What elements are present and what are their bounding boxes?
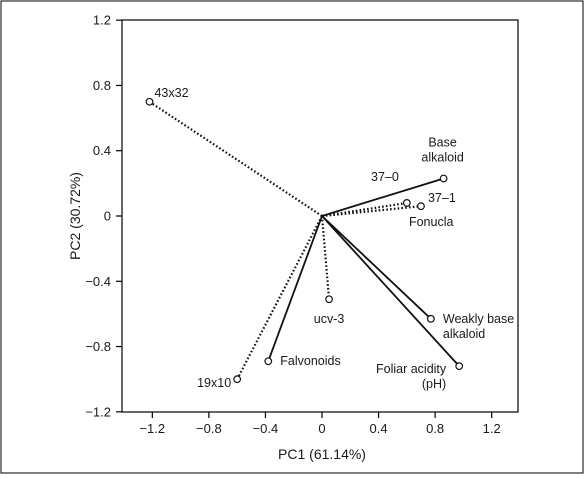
data-points [145, 97, 464, 384]
x-tick-label: −0.4 [253, 421, 279, 436]
y-axis-title: PC2 (30.72%) [67, 172, 83, 260]
y-tick-label: 0.8 [93, 78, 111, 93]
base-alkaloid-vector [321, 177, 444, 217]
43x32-point [145, 97, 154, 106]
x-tick-label: −1.2 [139, 421, 165, 436]
43x32-label: 43x32 [154, 86, 188, 100]
y-tick-label: 0.4 [93, 143, 111, 158]
19x10-point [233, 375, 242, 384]
loading-vectors [148, 100, 460, 380]
x-axis-ticks: −1.2 −0.8 −0.4 0 0.4 0.8 1.2 [139, 412, 501, 436]
foliar-acidity-ph-point [455, 362, 464, 371]
base-alkaloid-label: Base alkaloid [421, 135, 463, 164]
x-tick-label: 0 [318, 421, 325, 436]
x-tick-label: 1.2 [483, 421, 501, 436]
y-tick-label: −0.8 [85, 339, 111, 354]
ucv-3-vector [320, 215, 331, 300]
37-0-vector [321, 201, 408, 218]
fonucla-label: Fonucla [409, 215, 454, 229]
weakly-base-alkaloid-vector [321, 215, 432, 320]
y-tick-label: 0 [104, 209, 111, 224]
plot-area [121, 19, 519, 413]
weakly-base-alkaloid-point [426, 314, 435, 323]
37-1-label: 37–1 [428, 191, 456, 205]
y-tick-label: −1.2 [85, 404, 111, 419]
37-0-point [402, 199, 411, 207]
point-labels: Base alkaloid Weakly base alkaloid Foliar ac… [154, 86, 514, 391]
foliar-acidity-ph-label: Foliar acidity (pH) [376, 362, 447, 391]
ucv-3-label: ucv-3 [314, 312, 345, 326]
x-tick-label: 0.8 [426, 421, 444, 436]
y-axis-ticks: 1.2 0.8 0.4 0 −0.4 −0.8 −1.2 [85, 13, 122, 419]
x-axis-title: PC1 (61.14%) [278, 446, 366, 462]
y-tick-label: −0.4 [85, 274, 111, 289]
plot-border [121, 19, 519, 413]
x-tick-label: −0.8 [196, 421, 222, 436]
ucv-3-point [325, 295, 333, 304]
falvonoids-point [264, 357, 273, 366]
37-0-label: 37–0 [371, 170, 399, 184]
foliar-acidity-ph-vector [321, 215, 460, 367]
falvonoids-vector [267, 215, 323, 362]
x-tick-label: 0.4 [370, 421, 388, 436]
37-1-point [417, 202, 425, 211]
19x10-label: 19x10 [197, 376, 231, 390]
19x10-vector [236, 215, 323, 380]
falvonoids-label: Falvonoids [280, 354, 340, 368]
37-1-vector [321, 205, 422, 218]
43x32-vector [148, 100, 323, 217]
base-alkaloid-point [439, 174, 448, 183]
weakly-base-alkaloid-label: Weakly base alkaloid [443, 312, 514, 341]
y-tick-label: 1.2 [93, 13, 111, 28]
